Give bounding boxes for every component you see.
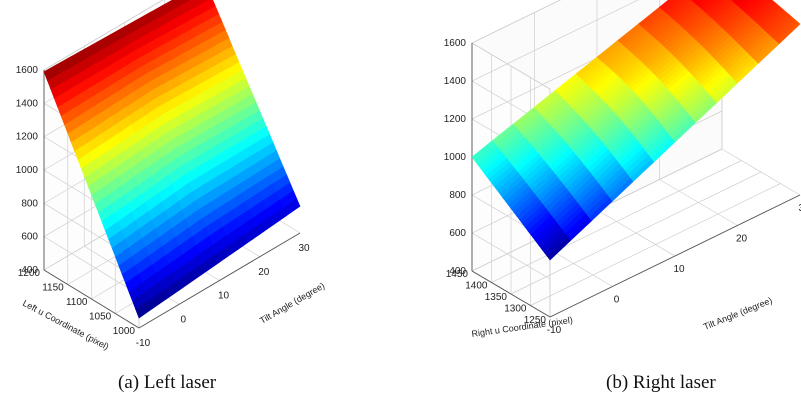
left-laser-panel: 400 600 800 1000 1200 1400 1600 1000 1050 1100 115… [0, 0, 400, 409]
surface-patch [693, 0, 704, 6]
surface-patch [748, 0, 773, 19]
surface-patch [659, 0, 675, 10]
surface-patch [198, 0, 216, 14]
y-tick-label: 0 [614, 295, 620, 306]
y-tick-label: 30 [798, 203, 801, 214]
x-tick-label: 1150 [42, 283, 64, 294]
right-laser-panel: 400 600 800 1000 1200 1400 1600 1250 1300 1350 140… [400, 0, 801, 409]
y-axis-title: Tilt Angle (degree) [702, 295, 774, 332]
z-tick-label: 400 [21, 265, 38, 276]
z-tick-label: 1200 [444, 114, 467, 125]
z-tick-label: 1600 [16, 65, 39, 76]
x-axis-line [43, 269, 140, 329]
surface-patch [696, 0, 710, 8]
z-tick-label: 1400 [444, 76, 467, 87]
y-tick-label: -10 [136, 338, 151, 349]
floor-grid-y [596, 209, 676, 257]
surface-patch [195, 0, 209, 6]
x-tick-label: 1300 [504, 304, 527, 315]
surface-patch [707, 0, 733, 18]
surface-patch [731, 0, 739, 4]
surface-patch [739, 0, 756, 11]
y-tick-label: 10 [673, 264, 685, 275]
surface [471, 0, 801, 261]
surface-patch [670, 0, 695, 20]
z-tick-label: 600 [449, 228, 466, 239]
surface-patch [164, 0, 182, 13]
x-tick-label: 1450 [446, 269, 469, 280]
floor-grid-y [659, 179, 738, 226]
y-tick-label: 20 [258, 267, 270, 278]
x-tick-label: 1000 [113, 326, 136, 337]
y-tick-label: 30 [298, 243, 310, 254]
y-tick-label: 10 [218, 291, 230, 302]
surface-patch [664, 0, 687, 15]
z-tick-label: 1000 [16, 165, 39, 176]
y-axis-line [549, 194, 801, 318]
x-axis-line [471, 270, 551, 318]
surface-patch [702, 0, 721, 13]
z-tick-label: 800 [449, 190, 466, 201]
x-tick-label: 1350 [485, 292, 508, 303]
floor-grid-y [721, 148, 801, 196]
z-tick-label: 1000 [444, 152, 467, 163]
z-tick-label: 1400 [16, 98, 39, 109]
surface-patch [734, 0, 745, 6]
surface-patch [742, 0, 762, 14]
surface-patch [699, 0, 716, 11]
y-tick-label: 20 [736, 234, 748, 245]
surface-patch [181, 0, 199, 14]
x-tick-label: 1250 [524, 315, 547, 326]
surface [43, 0, 301, 319]
left-laser-surface-chart: 4006008001000120014001600100010501100115… [16, 0, 326, 352]
x-tick-label: 1050 [89, 312, 112, 323]
surface-patch [736, 0, 751, 9]
right-laser-caption: (b) Right laser [606, 372, 716, 393]
surface-patch [745, 0, 768, 16]
x-tick-label: 1100 [66, 297, 88, 308]
z-tick-label: 800 [21, 198, 38, 209]
surface-patch [661, 0, 681, 13]
z-tick-label: 1600 [444, 38, 467, 49]
surface-patch [667, 0, 692, 18]
x-tick-label: 1200 [18, 268, 41, 279]
y-tick-label: -10 [547, 325, 562, 336]
right-laser-surface-chart: 4006008001000120014001600125013001350140… [444, 0, 801, 339]
z-tick-label: 400 [449, 266, 466, 277]
z-tick-label: 600 [21, 232, 38, 243]
surface-patch [691, 0, 698, 3]
y-tick-label: 0 [180, 314, 186, 325]
x-tick-label: 1400 [465, 281, 488, 292]
y-axis-title: Tilt Angle (degree) [258, 280, 326, 325]
y-axis-line [138, 232, 301, 329]
surface-patch [179, 0, 191, 6]
left-laser-caption: (a) Left laser [118, 372, 217, 393]
z-tick-label: 1200 [16, 132, 39, 143]
surface-patch [704, 0, 727, 16]
